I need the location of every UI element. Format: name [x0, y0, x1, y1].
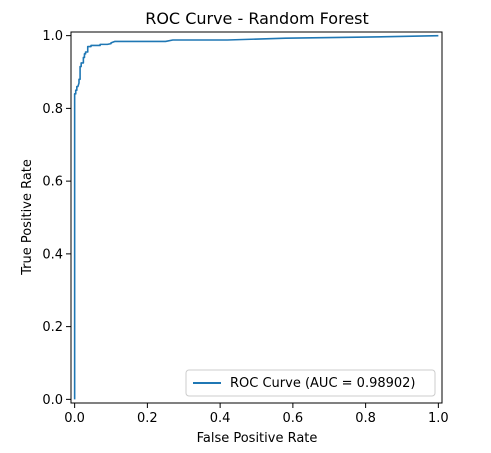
plot-area-border — [70, 31, 443, 404]
x-tick-label: 0.8 — [355, 411, 376, 426]
x-tick-label: 0.6 — [283, 411, 304, 426]
y-tick-label: 0.6 — [42, 175, 63, 190]
y-tick-label: 0.0 — [42, 393, 63, 408]
x-tick-label: 1.0 — [428, 411, 449, 426]
x-tick-label: 0.2 — [137, 411, 158, 426]
y-tick-label: 0.8 — [42, 102, 63, 117]
y-axis-title: True Positive Rate — [20, 159, 35, 276]
roc-curve-line — [73, 34, 439, 400]
y-tick-label: 1.0 — [42, 29, 63, 44]
y-axis: 0.0 0.2 0.4 0.6 0.8 1.0 — [42, 29, 71, 408]
x-tick-label: 0.4 — [210, 411, 231, 426]
x-axis-title: False Positive Rate — [197, 431, 318, 446]
legend-box — [185, 369, 436, 397]
x-tick-label: 0.0 — [64, 411, 85, 426]
series-layer — [73, 34, 439, 400]
y-tick-label: 0.2 — [42, 320, 63, 335]
x-axis: 0.0 0.2 0.4 0.6 0.8 1.0 — [64, 403, 449, 426]
chart-title: ROC Curve - Random Forest — [145, 9, 369, 28]
plot-frame — [70, 31, 443, 404]
legend: ROC Curve (AUC = 0.98902) — [185, 369, 436, 397]
y-tick-label: 0.4 — [42, 247, 63, 262]
legend-label: ROC Curve (AUC = 0.98902) — [230, 376, 416, 391]
